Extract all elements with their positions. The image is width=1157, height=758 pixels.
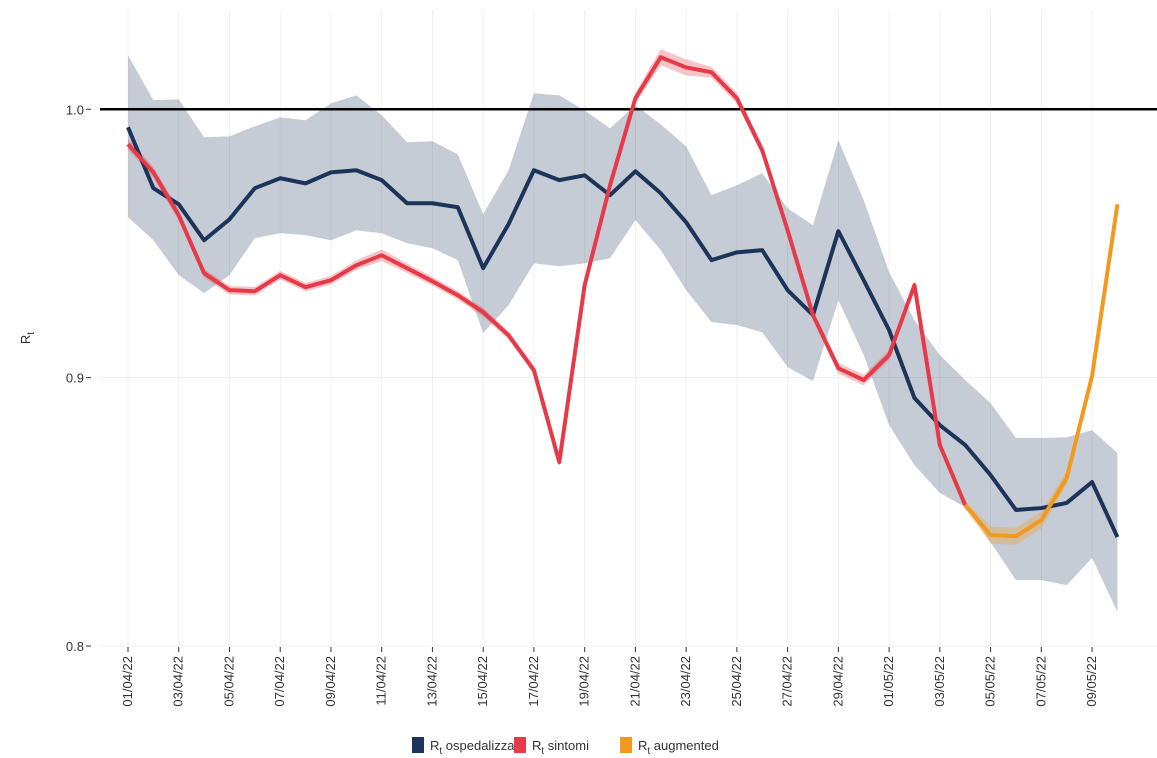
- legend-swatch: [514, 737, 526, 753]
- grid: [100, 10, 1157, 647]
- lines: [126, 55, 1120, 539]
- x-tick-label: 17/04/22: [526, 656, 541, 707]
- x-tick-label: 21/04/22: [627, 656, 642, 707]
- legend-label: Rt augmented: [638, 738, 719, 757]
- x-tick-label: 07/05/22: [1033, 656, 1048, 707]
- x-tick-label: 05/04/22: [221, 656, 236, 707]
- x-tick-label: 13/04/22: [424, 656, 439, 707]
- x-tick-label: 11/04/22: [374, 656, 389, 706]
- x-tick-label: 09/04/22: [323, 656, 338, 707]
- x-tick-label: 27/04/22: [780, 656, 795, 707]
- x-tick-label: 01/04/22: [120, 656, 135, 707]
- axes: 0.8 0.9 1.0 01/04/22 03/04/22 05/04/22 07/04/2…: [18, 102, 1099, 706]
- x-tick-label: 03/05/22: [932, 656, 947, 707]
- y-tick-label: 1.0: [66, 102, 84, 117]
- x-tick-label: 23/04/22: [678, 656, 693, 707]
- series-line: [126, 55, 968, 506]
- confidence-band: [128, 55, 1118, 612]
- x-tick-label: 03/04/22: [171, 656, 186, 707]
- x-tick-label: 05/05/22: [983, 656, 998, 707]
- series-line: [963, 203, 1120, 539]
- x-tick-label: 25/04/22: [729, 656, 744, 707]
- legend-swatch: [412, 737, 424, 753]
- x-tick-label: 15/04/22: [475, 656, 490, 707]
- x-tick-label: 01/05/22: [881, 656, 896, 707]
- x-tick-label: 07/04/22: [272, 656, 287, 707]
- legend-swatch: [620, 737, 632, 753]
- x-tick-label: 09/05/22: [1084, 656, 1099, 707]
- bands: [128, 49, 1118, 612]
- legend-label: Rt sintomi: [532, 738, 589, 757]
- series-line: [126, 126, 1120, 538]
- y-axis-label: Rt: [18, 332, 37, 344]
- y-tick-label: 0.8: [66, 639, 84, 654]
- legend-label: Rt ospedalizzati: [430, 738, 521, 757]
- legend: Rt ospedalizzati Rt sintomi Rt augmented: [412, 737, 719, 757]
- x-tick-label: 29/04/22: [830, 656, 845, 707]
- y-tick-label: 0.9: [66, 371, 84, 386]
- x-tick-label: 19/04/22: [577, 656, 592, 707]
